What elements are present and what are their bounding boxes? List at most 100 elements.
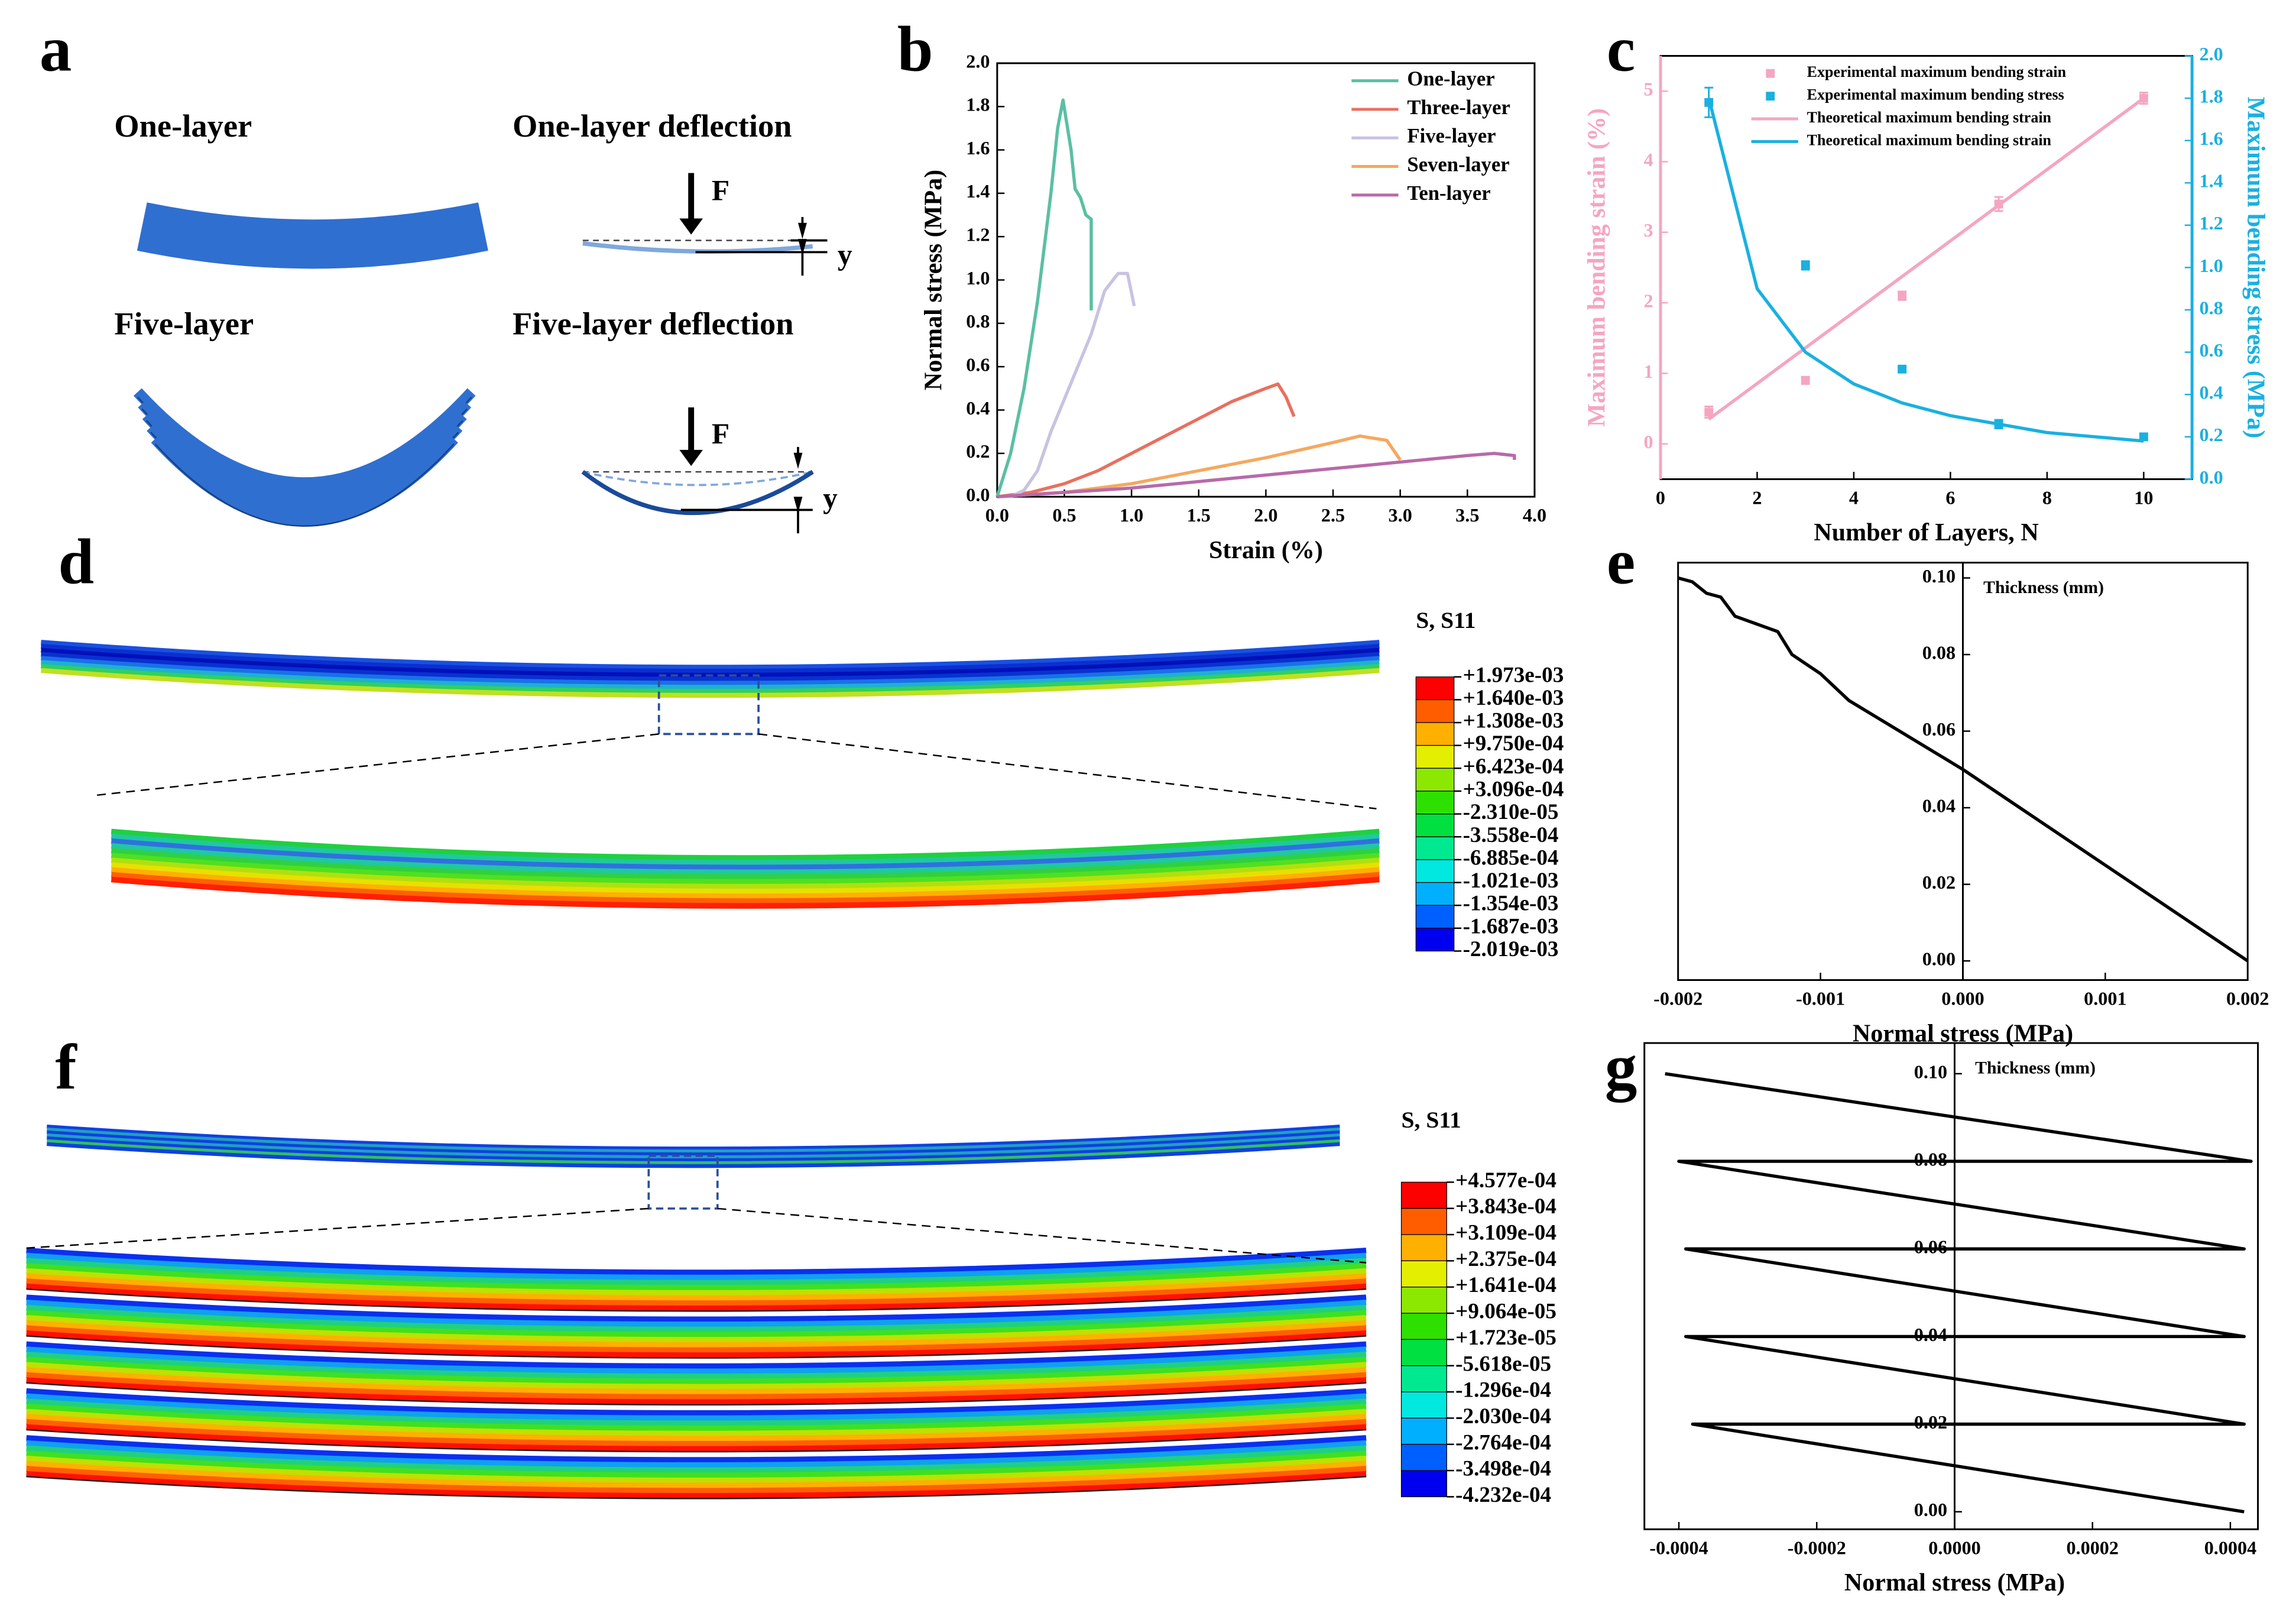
- force-label: F: [712, 174, 729, 207]
- beam-contour: [47, 1136, 1340, 1162]
- panel-label: g: [1605, 1031, 1637, 1103]
- y-tick-label: 1.6: [966, 137, 990, 158]
- y2-tick-label: 0.4: [2200, 382, 2223, 403]
- y-tick-label: 0.0: [966, 484, 990, 505]
- colorbar-cell: [1415, 814, 1455, 837]
- beam-five-layer-edge: [154, 443, 455, 527]
- x-tick-label: 0.5: [1052, 504, 1076, 526]
- zoom-line: [26, 1207, 649, 1249]
- beam-contour-zoom: [26, 1268, 1367, 1297]
- colorbar-label: -1.296e-04: [1455, 1378, 1551, 1403]
- y2-tick-label: 0.0: [2200, 467, 2223, 488]
- line: [1708, 96, 2145, 421]
- beam-contour-zoom: [111, 833, 1380, 866]
- colorbar-label: +6.423e-04: [1463, 754, 1564, 779]
- beam-contour-zoom: [26, 1450, 1367, 1479]
- x-axis-label: Strain (%): [1209, 536, 1323, 564]
- y-axis-label: Normal stress (MPa): [919, 170, 947, 390]
- y-tick-label: 1.8: [966, 94, 990, 115]
- beam-contour-zoom: [26, 1341, 1367, 1369]
- beam-contour-zoom-edge: [26, 1335, 1367, 1359]
- beam-contour-zoom: [26, 1325, 1367, 1353]
- colorbar-cell: [1415, 699, 1455, 723]
- x-tick-label: 0.0: [985, 504, 1009, 526]
- point: [1801, 375, 1810, 385]
- beam-contour: [41, 656, 1380, 686]
- legend-label: Experimental maximum bending strain: [1807, 63, 2067, 80]
- x-tick-label: 0.000: [1941, 988, 1984, 1009]
- y2-tick-label: 1.8: [2200, 85, 2223, 106]
- beam-contour-zoom: [26, 1393, 1367, 1421]
- x-tick-label: 1.0: [1120, 504, 1143, 526]
- x-tick-label: 3.5: [1455, 504, 1479, 526]
- beam-contour-zoom: [111, 876, 1380, 909]
- colorbar-cell: [1415, 836, 1455, 860]
- colorbar-cell: [1415, 905, 1455, 929]
- colorbar-label: +1.640e-03: [1463, 686, 1564, 710]
- y2-tick-label: 0.2: [2200, 424, 2223, 445]
- x-tick-label: -0.0002: [1788, 1537, 1846, 1558]
- force-label: F: [712, 417, 729, 450]
- x-tick-label: 0.0000: [1928, 1537, 1981, 1558]
- deflection-label: y: [823, 482, 838, 514]
- colorbar-label: -1.354e-03: [1463, 892, 1559, 916]
- beam-contour: [47, 1142, 1340, 1168]
- colorbar-label: -3.558e-04: [1463, 823, 1559, 847]
- beam-contour-zoom: [26, 1283, 1367, 1312]
- dim-arrow-head: [793, 497, 803, 513]
- beam-contour-zoom: [26, 1356, 1367, 1385]
- beam-contour-zoom: [26, 1460, 1367, 1489]
- y-tick-label: 2.0: [966, 50, 990, 72]
- colorbar-label: -2.019e-03: [1463, 937, 1559, 961]
- x-tick-label: 6: [1945, 487, 1955, 508]
- zoom-line: [93, 733, 659, 796]
- legend-label: One-layer: [1407, 68, 1494, 90]
- y2-tick-label: 1.4: [2200, 170, 2223, 192]
- beam-contour: [41, 643, 1380, 674]
- y-tick-label: 2: [1643, 290, 1653, 311]
- undeflected-beam: [582, 471, 813, 487]
- colorbar-cell: [1400, 1391, 1447, 1419]
- line: [997, 452, 1516, 498]
- y-tick-label: 1.0: [966, 267, 990, 289]
- beam-contour-zoom: [26, 1388, 1367, 1417]
- legend-label: Theoretical maximum bending strain: [1807, 131, 2052, 148]
- beam-contour-zoom: [26, 1362, 1367, 1390]
- y-tick-label: 0.10: [1922, 565, 1956, 587]
- x-axis-label: Normal stress (MPa): [1844, 1569, 2065, 1596]
- colorbar-cell: [1400, 1365, 1447, 1392]
- beam-contour-zoom: [26, 1377, 1367, 1405]
- colorbar-label: +1.723e-05: [1455, 1326, 1556, 1350]
- point: [1898, 364, 1907, 374]
- colorbar-label: -2.764e-04: [1455, 1430, 1551, 1455]
- beam-contour-zoom: [111, 857, 1380, 890]
- deflection-label: y: [838, 239, 852, 271]
- deflected-beam: [582, 241, 813, 254]
- colorbar-title: S, S11: [1402, 1107, 1461, 1133]
- x-axis-label: Number of Layers, N: [1814, 519, 2038, 546]
- beam-contour-zoom: [111, 843, 1380, 876]
- beam-contour-zoom: [26, 1330, 1367, 1359]
- beam-contour-zoom-edge: [26, 1476, 1367, 1499]
- x-tick-label: -0.002: [1653, 988, 1702, 1009]
- y-tick-label: 0.4: [966, 397, 990, 419]
- colorbar-label: +2.375e-04: [1455, 1247, 1556, 1271]
- beam-contour-zoom: [26, 1418, 1367, 1447]
- legend-swatch: [1766, 69, 1775, 78]
- beam-contour-zoom: [26, 1366, 1367, 1395]
- beam-five-layer: [147, 423, 463, 517]
- colorbar-cell: [1415, 722, 1455, 746]
- y-tick-label: 0.2: [966, 441, 990, 462]
- y2-tick-label: 0.6: [2200, 339, 2223, 361]
- y-tick-label: 0.08: [1922, 642, 1956, 663]
- beam-five-layer: [151, 435, 458, 527]
- legend-swatch: [1766, 92, 1775, 101]
- beam-contour: [47, 1130, 1340, 1157]
- x-tick-label: 2.5: [1321, 504, 1345, 526]
- x-tick-label: 0: [1656, 487, 1665, 508]
- beam-contour-zoom: [26, 1252, 1367, 1281]
- beam-contour-zoom: [26, 1320, 1367, 1349]
- beam-contour-zoom: [26, 1351, 1367, 1380]
- panel-label: d: [59, 526, 95, 597]
- beam-contour-zoom: [26, 1310, 1367, 1338]
